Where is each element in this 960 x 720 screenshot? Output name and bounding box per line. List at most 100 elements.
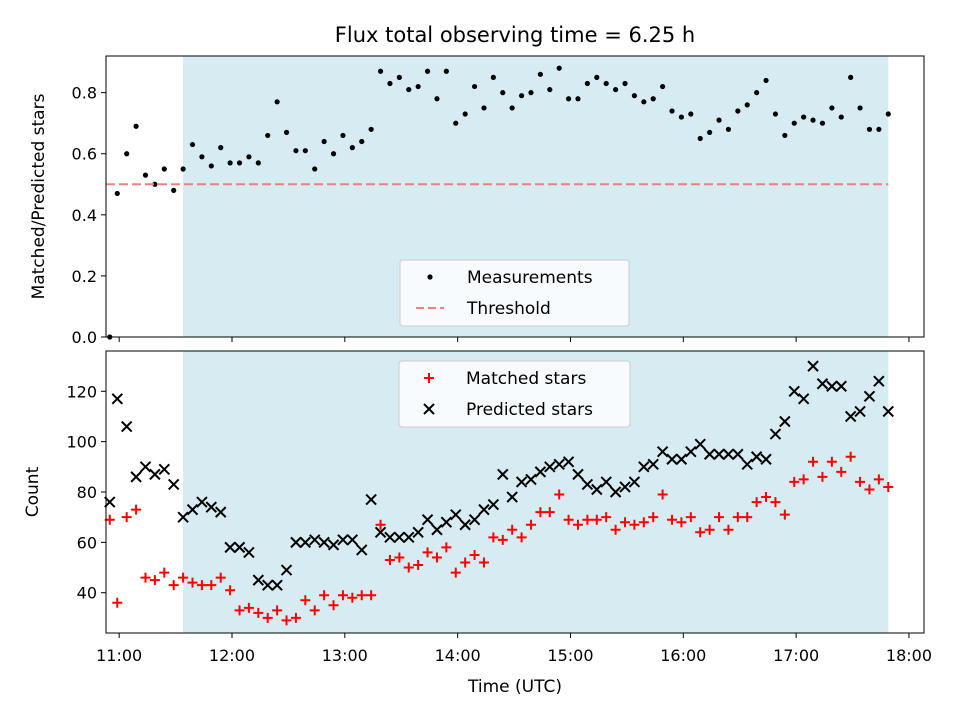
data-point bbox=[772, 111, 779, 117]
data-point bbox=[243, 602, 254, 613]
data-point bbox=[763, 77, 769, 84]
data-point bbox=[330, 151, 337, 157]
data-point bbox=[704, 524, 715, 535]
data-point bbox=[556, 65, 562, 71]
data-point bbox=[808, 456, 819, 467]
data-point bbox=[450, 567, 461, 578]
data-point bbox=[167, 478, 180, 491]
data-point bbox=[368, 126, 374, 132]
data-point bbox=[716, 117, 722, 123]
legend-marker bbox=[427, 274, 433, 280]
data-point bbox=[554, 489, 565, 500]
data-point bbox=[797, 393, 810, 405]
y-tick-label: 60 bbox=[77, 533, 97, 552]
data-point bbox=[826, 380, 838, 392]
data-point bbox=[620, 517, 631, 528]
data-point bbox=[876, 126, 882, 132]
data-point bbox=[810, 117, 816, 123]
data-point bbox=[205, 501, 218, 513]
data-point bbox=[525, 519, 536, 530]
data-point bbox=[443, 68, 449, 74]
data-point bbox=[575, 96, 581, 102]
y-tick-label: 0.0 bbox=[72, 328, 97, 347]
data-point bbox=[769, 428, 782, 440]
data-point bbox=[638, 517, 649, 528]
data-point bbox=[441, 542, 452, 553]
data-point bbox=[656, 446, 669, 458]
data-point bbox=[883, 481, 894, 492]
data-point bbox=[196, 580, 207, 591]
data-point bbox=[359, 138, 365, 145]
data-point bbox=[666, 453, 678, 465]
data-point bbox=[142, 172, 149, 178]
data-point bbox=[725, 126, 732, 132]
data-point bbox=[741, 458, 753, 471]
data-point bbox=[873, 474, 884, 485]
data-point bbox=[140, 572, 151, 583]
data-point bbox=[507, 524, 518, 535]
data-point bbox=[857, 105, 863, 111]
data-point bbox=[515, 476, 528, 488]
data-point bbox=[594, 74, 600, 80]
data-point bbox=[393, 531, 406, 544]
series-measurements bbox=[107, 65, 891, 340]
data-point bbox=[845, 451, 856, 462]
data-point bbox=[838, 114, 844, 120]
data-point bbox=[186, 503, 199, 516]
x-tick-label: 17:00 bbox=[773, 646, 819, 665]
data-point bbox=[863, 390, 876, 403]
data-point bbox=[819, 120, 826, 126]
data-point bbox=[321, 138, 327, 145]
data-point bbox=[412, 526, 424, 538]
data-point bbox=[415, 83, 421, 90]
data-point bbox=[697, 135, 703, 142]
data-point bbox=[471, 83, 478, 90]
data-point bbox=[826, 456, 837, 467]
data-point bbox=[478, 503, 490, 516]
data-point bbox=[572, 519, 583, 530]
data-point bbox=[319, 590, 330, 601]
data-point bbox=[328, 600, 339, 611]
data-point bbox=[312, 166, 318, 172]
data-point bbox=[836, 466, 847, 477]
data-point bbox=[299, 536, 312, 549]
data-point bbox=[516, 532, 527, 543]
y-tick-label: 100 bbox=[66, 433, 97, 452]
data-point bbox=[469, 549, 480, 560]
data-point bbox=[424, 68, 431, 74]
x-tick-label: 13:00 bbox=[322, 646, 368, 665]
legend-label: Matched stars bbox=[466, 369, 586, 389]
data-point bbox=[817, 471, 828, 482]
x-tick-label: 18:00 bbox=[886, 646, 932, 665]
data-point bbox=[327, 539, 340, 551]
legend-box bbox=[399, 259, 630, 327]
data-point bbox=[347, 592, 358, 603]
data-point bbox=[387, 80, 393, 87]
data-point bbox=[601, 512, 612, 523]
data-point bbox=[468, 513, 481, 526]
data-point bbox=[133, 123, 139, 129]
data-point bbox=[732, 448, 744, 460]
data-point bbox=[139, 461, 152, 473]
data-point bbox=[694, 438, 706, 450]
data-point bbox=[648, 512, 659, 523]
data-point bbox=[281, 615, 292, 626]
legend-label: Threshold bbox=[466, 299, 551, 319]
legend-label: Measurements bbox=[467, 268, 593, 288]
data-point bbox=[478, 557, 489, 568]
data-point bbox=[678, 114, 685, 120]
y-tick-label: 0.8 bbox=[72, 84, 97, 103]
data-point bbox=[243, 546, 255, 559]
data-point bbox=[685, 512, 696, 523]
data-point bbox=[236, 160, 243, 166]
panel-ratio: 0.0 0.2 0.4 0.6 0.8 Matched/Predicted stars Me… bbox=[29, 55, 925, 347]
data-point bbox=[628, 476, 641, 488]
data-point bbox=[660, 83, 666, 90]
data-point bbox=[669, 108, 675, 114]
data-point bbox=[754, 90, 760, 96]
data-point bbox=[309, 605, 320, 616]
data-point bbox=[744, 102, 750, 108]
data-point bbox=[723, 524, 734, 535]
data-point bbox=[346, 534, 359, 546]
